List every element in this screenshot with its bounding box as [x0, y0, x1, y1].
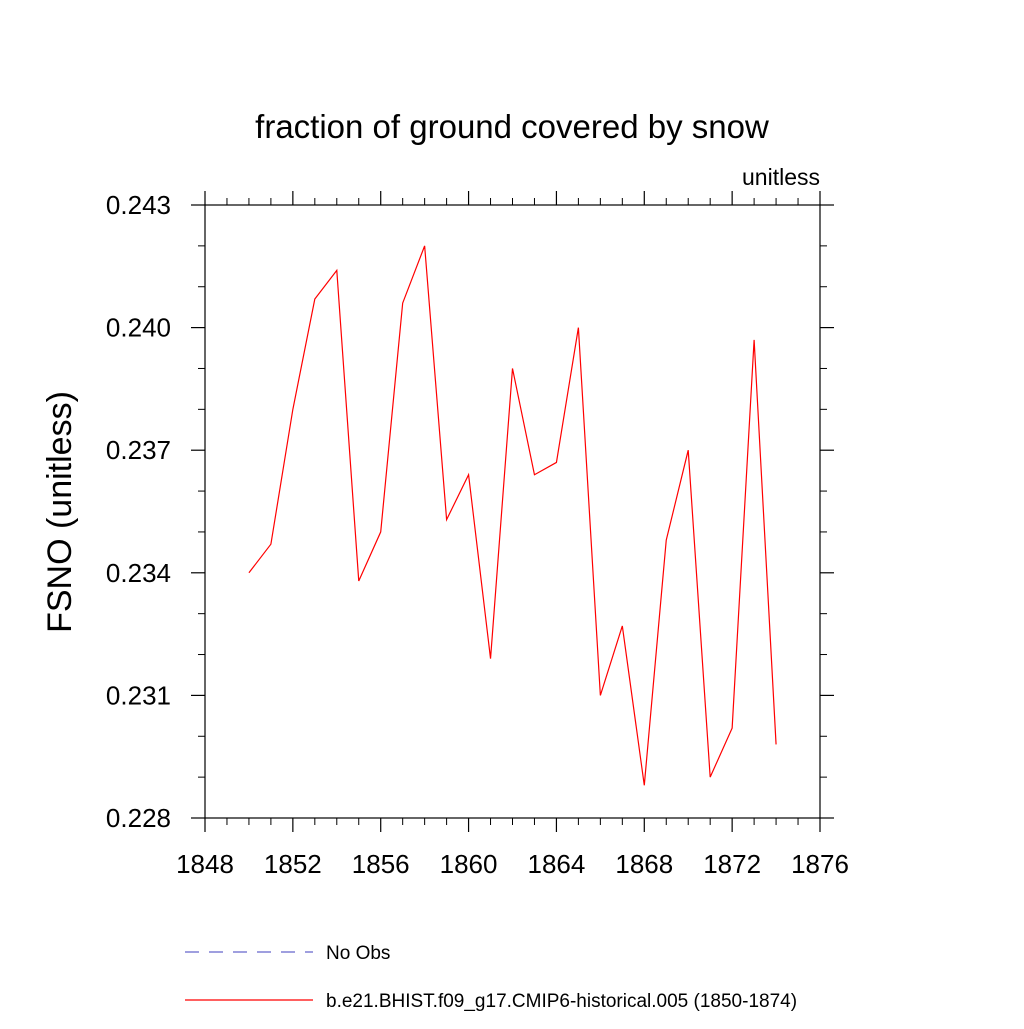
legend: No Obs b.e21.BHIST.f09_g17.CMIP6-historic…: [185, 943, 797, 1012]
y-tick-label: 0.237: [106, 435, 171, 465]
x-tick-label: 1876: [791, 849, 849, 879]
x-tick-label: 1852: [264, 849, 322, 879]
y-tick-label: 0.243: [106, 190, 171, 220]
plot-frame: [204, 204, 821, 819]
legend-label-1: b.e21.BHIST.f09_g17.CMIP6-historical.005…: [326, 991, 797, 1012]
x-tick-label: 1848: [176, 849, 234, 879]
x-tick-label: 1872: [703, 849, 761, 879]
y-tick-label: 0.234: [106, 558, 171, 588]
x-tick-label: 1856: [352, 849, 410, 879]
x-tick-label: 1864: [528, 849, 586, 879]
units-note: unitless: [742, 164, 820, 190]
series-line-1: [248, 245, 777, 786]
x-tick-label: 1860: [440, 849, 498, 879]
axis-ticks: 1848 1852 1856 1860 1864 1868 1872 1876 0.228 0.2…: [106, 190, 849, 879]
chart-title: fraction of ground covered by snow: [255, 108, 769, 145]
data-series: [248, 245, 777, 786]
y-tick-label: 0.231: [106, 680, 171, 710]
x-tick-label: 1868: [615, 849, 673, 879]
plot-axes: [204, 204, 821, 819]
y-tick-label: 0.240: [106, 313, 171, 343]
y-tick-label: 0.228: [106, 803, 171, 833]
y-axis-label: FSNO (unitless): [41, 391, 79, 633]
legend-label-0: No Obs: [326, 943, 390, 964]
